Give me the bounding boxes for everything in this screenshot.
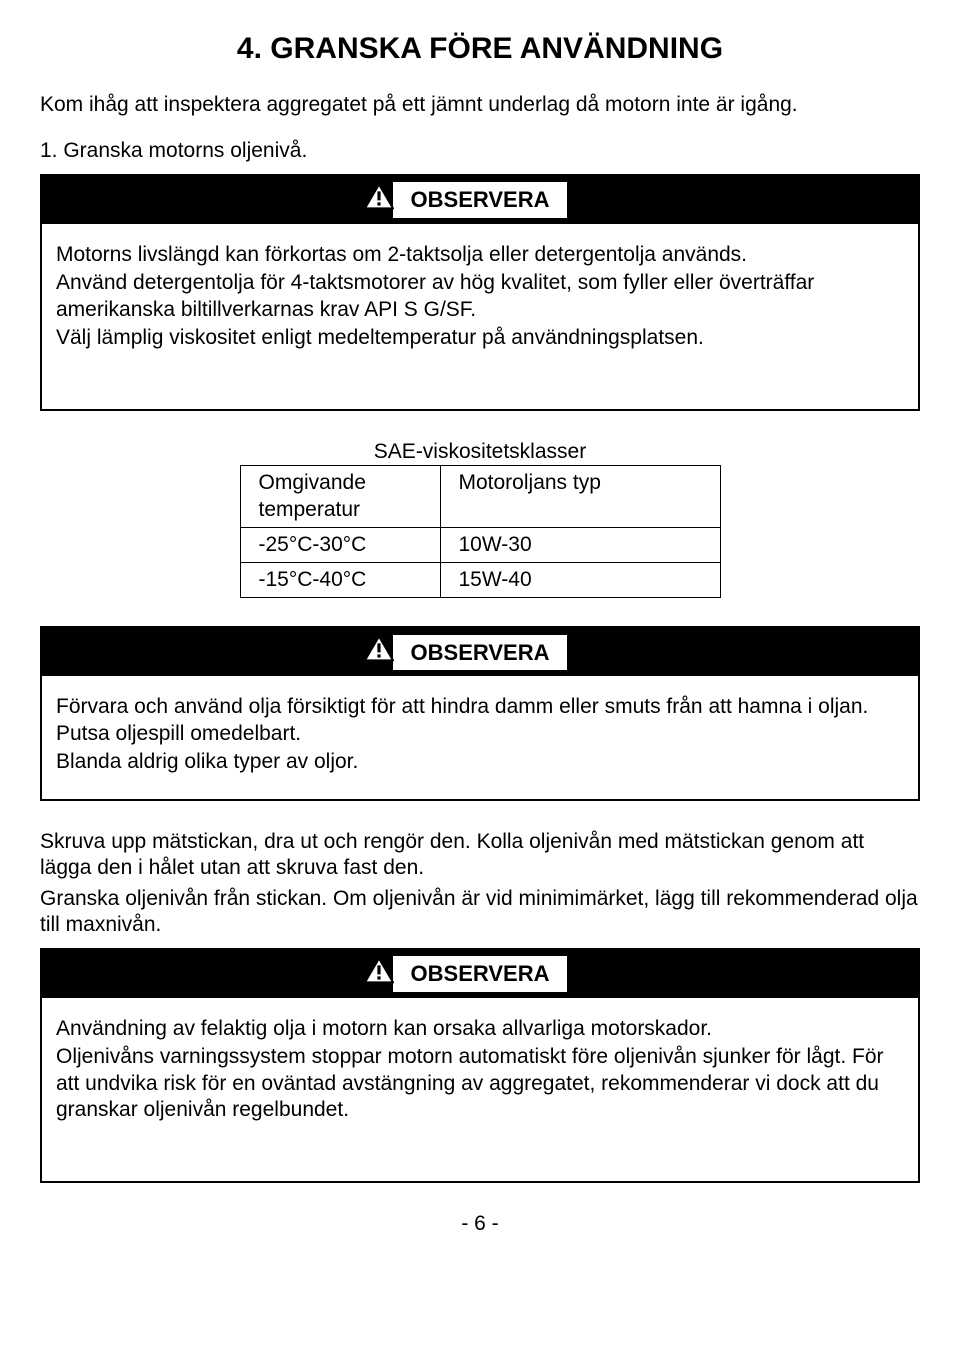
observera-callout-2: OBSERVERA Förvara och använd olja försik…: [40, 626, 920, 801]
body-block: Skruva upp mätstickan, dra ut och rengör…: [40, 829, 920, 938]
warning-icon: [364, 183, 394, 216]
callout-header: OBSERVERA: [42, 176, 918, 224]
observera-callout-3: OBSERVERA Användning av felaktig olja i …: [40, 948, 920, 1183]
table-header-oil: Motoroljans typ: [440, 466, 720, 528]
warning-icon: [364, 957, 394, 990]
table-row: Omgivande temperatur Motoroljans typ: [240, 466, 720, 528]
body-p2: Granska oljenivån från stickan. Om oljen…: [40, 886, 920, 939]
body-p1: Skruva upp mätstickan, dra ut och rengör…: [40, 829, 920, 882]
table-cell-oil: 15W-40: [440, 563, 720, 598]
callout-body: Användning av felaktig olja i motorn kan…: [42, 998, 918, 1181]
warning-icon: [364, 636, 394, 669]
table-row: -25°C-30°C 10W-30: [240, 527, 720, 562]
observera-label: OBSERVERA: [393, 956, 568, 992]
viscosity-table-caption: SAE-viskositetsklasser: [40, 439, 920, 465]
callout3-p1: Användning av felaktig olja i motorn kan…: [56, 1016, 904, 1042]
callout3-p2: Oljenivåns varningssystem stoppar motorn…: [56, 1044, 904, 1123]
table-cell-temp: -25°C-30°C: [240, 527, 440, 562]
intro-text: Kom ihåg att inspektera aggregatet på et…: [40, 92, 920, 118]
callout2-p2: Blanda aldrig olika typer av oljor.: [56, 749, 904, 775]
callout-body: Motorns livslängd kan förkortas om 2-tak…: [42, 224, 918, 409]
observera-callout-1: OBSERVERA Motorns livslängd kan förkorta…: [40, 174, 920, 411]
callout1-p3: Välj lämplig viskositet enligt medeltemp…: [56, 325, 904, 351]
callout2-p1: Förvara och använd olja försiktigt för a…: [56, 694, 904, 747]
table-header-temp: Omgivande temperatur: [240, 466, 440, 528]
callout1-p1: Motorns livslängd kan förkortas om 2-tak…: [56, 242, 904, 268]
observera-label: OBSERVERA: [393, 182, 568, 218]
callout-header: OBSERVERA: [42, 628, 918, 676]
callout1-p2: Använd detergentolja för 4-taktsmotorer …: [56, 270, 904, 323]
viscosity-table: Omgivande temperatur Motoroljans typ -25…: [240, 465, 721, 598]
observera-label: OBSERVERA: [393, 635, 568, 671]
table-cell-temp: -15°C-40°C: [240, 563, 440, 598]
step-1-text: 1. Granska motorns oljenivå.: [40, 138, 920, 164]
table-row: -15°C-40°C 15W-40: [240, 563, 720, 598]
page-number: - 6 -: [40, 1211, 920, 1237]
table-cell-oil: 10W-30: [440, 527, 720, 562]
section-title: 4. GRANSKA FÖRE ANVÄNDNING: [40, 30, 920, 68]
callout-header: OBSERVERA: [42, 950, 918, 998]
callout-body: Förvara och använd olja försiktigt för a…: [42, 676, 918, 799]
